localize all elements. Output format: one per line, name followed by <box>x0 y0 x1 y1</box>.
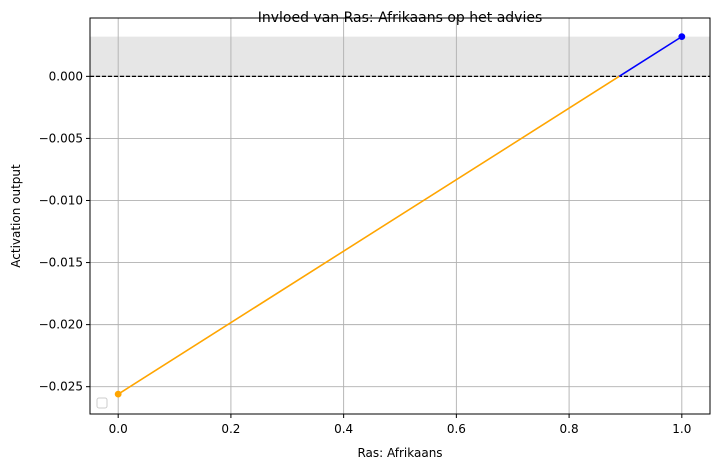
y-tick-label: −0.005 <box>39 131 83 145</box>
chart-title: Invloed van Ras: Afrikaans op het advies <box>258 10 543 26</box>
data-point-layer <box>114 33 686 398</box>
data-point-1 <box>678 33 686 41</box>
legend-box <box>96 397 108 409</box>
x-tick-label: 0.0 <box>109 422 128 436</box>
x-axis-label: Ras: Afrikaans <box>357 446 442 460</box>
plot-frame <box>89 17 711 415</box>
shaded-band <box>90 36 710 77</box>
y-tick-label: −0.010 <box>39 193 83 207</box>
y-tick-label: −0.025 <box>39 380 83 394</box>
x-tick-label: 0.2 <box>221 422 240 436</box>
series-segment-0 <box>117 75 620 395</box>
series-segment-1 <box>618 35 683 78</box>
x-tick-label: 0.4 <box>334 422 353 436</box>
axis-ticks-layer: 0.0 0.2 0.4 0.6 0.8 1.0 −0.025 −0.020 −0.015 −0.0… <box>39 69 692 436</box>
series-line-layer <box>117 35 683 395</box>
y-tick-label: 0.000 <box>49 69 83 83</box>
shaded-band-layer <box>90 36 710 77</box>
y-tick-label: −0.015 <box>39 256 83 270</box>
y-axis-label: Activation output <box>9 164 23 268</box>
x-tick-label: 0.6 <box>447 422 466 436</box>
x-tick-label: 0.8 <box>560 422 579 436</box>
x-tick-label: 1.0 <box>672 422 691 436</box>
data-point-0 <box>114 390 122 398</box>
y-tick-label: −0.020 <box>39 318 83 332</box>
